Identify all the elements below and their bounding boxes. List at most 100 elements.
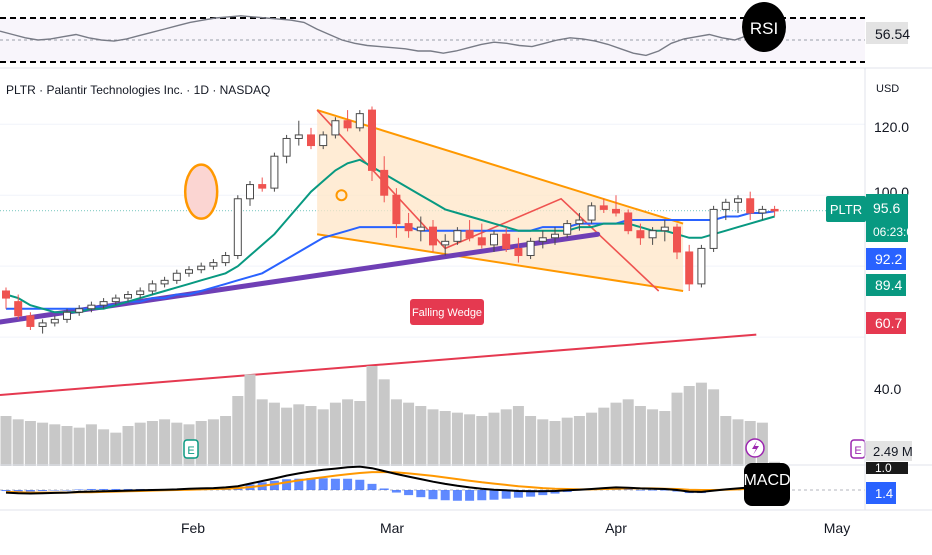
- volume-bar: [451, 412, 463, 466]
- candle: [551, 227, 559, 245]
- volume-bar: [647, 409, 659, 466]
- candle-up-body: [75, 308, 84, 313]
- currency-label[interactable]: USD: [876, 83, 900, 95]
- candle-up-body: [563, 223, 572, 235]
- candle-up-body: [111, 297, 120, 303]
- symbol-tag: PLTR: [830, 202, 862, 217]
- candle: [319, 131, 328, 150]
- last-price-value: 95.6: [873, 200, 900, 216]
- volume-bar: [671, 392, 683, 466]
- candle: [258, 177, 267, 192]
- macd-histogram-bar: [50, 490, 60, 491]
- falling-wedge-annotation: Falling Wedge: [410, 299, 484, 325]
- symbol-header[interactable]: PLTR · Palantir Technologies Inc. · 1D ·…: [0, 77, 865, 103]
- macd-histogram-bar: [86, 488, 96, 490]
- volume-value: 2.49 M: [873, 444, 913, 459]
- candle: [282, 134, 291, 164]
- candle: [75, 305, 84, 316]
- candle: [392, 188, 401, 238]
- volume-bar: [305, 406, 317, 466]
- volume-bar: [586, 412, 598, 466]
- candle: [355, 110, 364, 132]
- candle: [233, 195, 242, 260]
- macd-histogram-bar: [477, 490, 487, 501]
- candle-up-body: [697, 247, 706, 285]
- volume-bar: [427, 409, 439, 466]
- volume-bar: [293, 404, 305, 466]
- macd-histogram-bar: [1, 490, 11, 492]
- candle-down-body: [368, 109, 376, 171]
- candle-down-body: [599, 205, 608, 210]
- volume-bar: [220, 416, 232, 466]
- candle: [26, 312, 35, 330]
- macd-value-box-lower: [866, 482, 896, 504]
- candle-down-body: [429, 226, 437, 246]
- candle: [2, 287, 10, 309]
- ma-value: 92.2: [875, 251, 902, 267]
- candle-up-body: [441, 240, 450, 246]
- candle: [99, 298, 108, 309]
- earnings-badge-box: [183, 439, 199, 459]
- candle-up-body: [270, 155, 279, 189]
- candle-down-body: [612, 208, 620, 214]
- candle-up-body: [319, 134, 328, 147]
- candle-up-body: [124, 294, 132, 299]
- volume-bar: [683, 386, 695, 466]
- volume-bar: [195, 421, 207, 466]
- volume-bar: [488, 412, 500, 466]
- candle-down-body: [404, 223, 413, 232]
- candle-up-body: [648, 230, 657, 239]
- candle-up-body: [416, 226, 425, 232]
- candle-up-body: [172, 272, 181, 281]
- candle: [63, 308, 71, 323]
- candle: [111, 294, 120, 306]
- macd-histogram-bar: [367, 483, 377, 490]
- macd-histogram-bar: [501, 490, 511, 499]
- rsi-value-box: [866, 22, 908, 44]
- macd-line: [5, 465, 775, 495]
- ma-value-box: [866, 274, 906, 296]
- candle-down-body: [380, 169, 389, 196]
- candle-up-body: [233, 198, 242, 257]
- candle-down-body: [514, 247, 523, 257]
- volume-bar: [12, 419, 24, 466]
- volume-bar: [256, 399, 268, 466]
- macd-histogram-bar: [623, 488, 633, 490]
- macd-badge: [744, 463, 790, 506]
- candle-up-body: [87, 304, 96, 310]
- volume-bar: [37, 422, 49, 466]
- macd-histogram-bar: [513, 490, 523, 498]
- volume-bar: [537, 419, 549, 466]
- volume-bar: [73, 427, 85, 466]
- candle: [380, 156, 389, 203]
- candle: [697, 244, 706, 288]
- macd-histogram-bar: [648, 490, 658, 491]
- candle-up-body: [246, 184, 254, 200]
- candle-up-body: [355, 113, 364, 129]
- macd-histogram-bar: [318, 478, 328, 490]
- candle: [770, 205, 779, 217]
- macd-histogram-bar: [428, 490, 438, 500]
- volume-bar: [525, 416, 537, 466]
- candle-up-body: [587, 205, 596, 221]
- volume-bar: [207, 419, 219, 466]
- macd-histogram-bar: [416, 490, 426, 498]
- candle: [441, 234, 450, 256]
- earnings-badge: E: [183, 439, 199, 459]
- volume-bar: [232, 396, 244, 466]
- gap-highlight: [335, 189, 348, 202]
- earnings-badge-label: E: [187, 445, 194, 457]
- macd-pane: MACD 1.0 1.4: [0, 461, 932, 506]
- lightning-icon: [752, 441, 759, 455]
- macd-histogram-bar: [404, 490, 414, 496]
- volume-bar: [98, 429, 110, 466]
- candle: [87, 301, 96, 313]
- candle-down-body: [307, 134, 315, 147]
- candle: [685, 244, 694, 291]
- macd-histogram-bar: [123, 488, 133, 490]
- candle-up-body: [294, 134, 303, 139]
- price-pane[interactable]: Falling Wedge: [0, 106, 865, 396]
- candle: [453, 227, 462, 245]
